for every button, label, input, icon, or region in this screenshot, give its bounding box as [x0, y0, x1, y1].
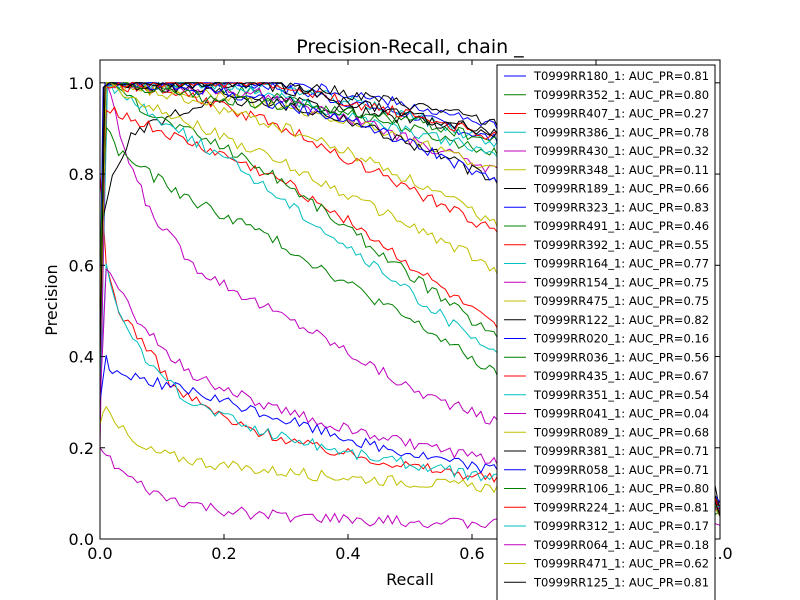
legend-entry-19: T0999RR089_1: AUC_PR=0.68 [533, 425, 709, 439]
x-tick-label: 0.6 [459, 544, 484, 563]
legend-entry-9: T0999RR392_1: AUC_PR=0.55 [533, 238, 709, 252]
legend-entry-21: T0999RR058_1: AUC_PR=0.71 [533, 463, 709, 477]
legend-entry-13: T0999RR122_1: AUC_PR=0.82 [533, 313, 709, 327]
legend: T0999RR180_1: AUC_PR=0.81 T0999RR352_1: A… [496, 64, 716, 600]
y-tick-label: 0.8 [69, 165, 94, 184]
legend-entry-10: T0999RR164_1: AUC_PR=0.77 [533, 257, 709, 271]
legend-entry-7: T0999RR323_1: AUC_PR=0.83 [533, 200, 709, 214]
legend-entry-6: T0999RR189_1: AUC_PR=0.66 [533, 182, 709, 196]
legend-entry-22: T0999RR106_1: AUC_PR=0.80 [533, 482, 709, 496]
x-tick-label: 0.4 [335, 544, 360, 563]
y-tick-label: 1.0 [69, 74, 94, 93]
legend-entry-27: T0999RR125_1: AUC_PR=0.81 [533, 575, 709, 589]
y-tick-label: 0.6 [69, 256, 94, 275]
legend-entry-12: T0999RR475_1: AUC_PR=0.75 [533, 294, 709, 308]
legend-entry-11: T0999RR154_1: AUC_PR=0.75 [533, 275, 709, 289]
chart-title: Precision-Recall, chain _ [296, 36, 524, 58]
x-axis-label: Recall [386, 570, 434, 589]
legend-entry-15: T0999RR036_1: AUC_PR=0.56 [533, 350, 709, 364]
y-axis-label: Precision [42, 264, 61, 335]
legend-entry-14: T0999RR020_1: AUC_PR=0.16 [533, 332, 709, 346]
y-tick-label: 0.4 [69, 348, 94, 367]
legend-box [496, 64, 716, 600]
legend-entry-20: T0999RR381_1: AUC_PR=0.71 [533, 444, 709, 458]
legend-entry-16: T0999RR435_1: AUC_PR=0.67 [533, 369, 709, 383]
legend-entry-3: T0999RR386_1: AUC_PR=0.78 [533, 125, 709, 139]
legend-entry-8: T0999RR491_1: AUC_PR=0.46 [533, 219, 709, 233]
x-tick-label: 0.0 [87, 544, 112, 563]
legend-entry-25: T0999RR064_1: AUC_PR=0.18 [533, 538, 709, 552]
legend-entry-23: T0999RR224_1: AUC_PR=0.81 [533, 500, 709, 514]
y-tick-label: 0.0 [69, 530, 94, 549]
legend-entry-18: T0999RR041_1: AUC_PR=0.04 [533, 407, 709, 421]
legend-entry-17: T0999RR351_1: AUC_PR=0.54 [533, 388, 709, 402]
legend-entry-5: T0999RR348_1: AUC_PR=0.11 [533, 163, 709, 177]
legend-entry-4: T0999RR430_1: AUC_PR=0.32 [533, 144, 709, 158]
y-tick-label: 0.2 [69, 439, 94, 458]
legend-entry-1: T0999RR352_1: AUC_PR=0.80 [533, 88, 709, 102]
plot-frame [99, 59, 721, 540]
legend-entry-0: T0999RR180_1: AUC_PR=0.81 [533, 69, 709, 83]
legend-entry-2: T0999RR407_1: AUC_PR=0.27 [533, 107, 709, 121]
legend-entry-26: T0999RR471_1: AUC_PR=0.62 [533, 557, 709, 571]
x-tick-label: 0.2 [211, 544, 236, 563]
legend-entry-24: T0999RR312_1: AUC_PR=0.17 [533, 519, 709, 533]
